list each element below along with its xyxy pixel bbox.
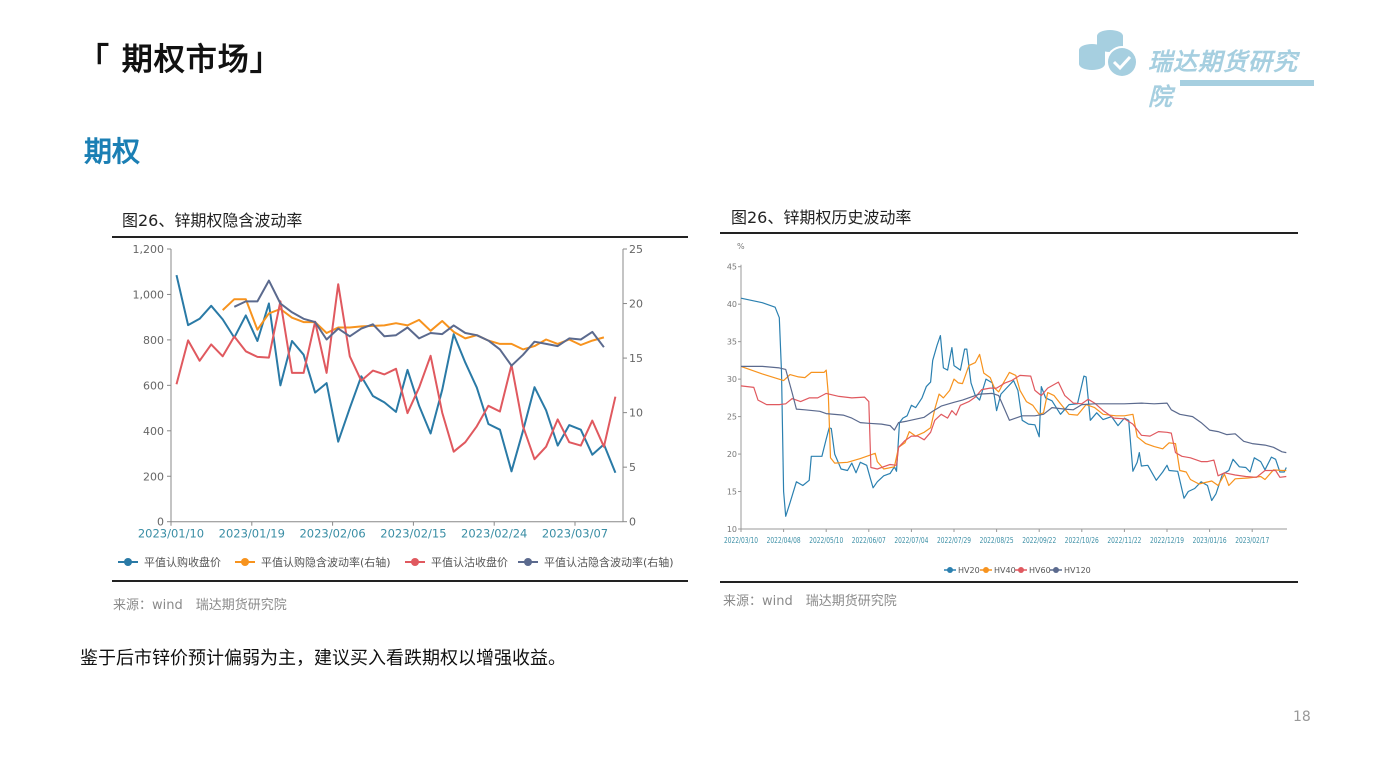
legend-dot-marker — [983, 567, 989, 573]
chart2-x-tick-label: 2022/07/29 — [937, 536, 971, 545]
chart1-left-tick-label: 0 — [157, 516, 164, 529]
chart2-y-tick-label: 10 — [727, 525, 737, 534]
chart1-legend-label: 平值认购隐含波动率(右轴) — [261, 555, 391, 569]
chart1-bottom-rule — [112, 580, 688, 582]
legend-dot-marker — [124, 558, 132, 566]
company-logo: 瑞达期货研究院 — [1076, 26, 1316, 111]
chart1-left-tick-label: 600 — [143, 379, 164, 392]
chart2-legend-label: HV20 — [958, 566, 980, 575]
chart1-legend-label: 平值认沽收盘价 — [431, 555, 508, 569]
chart1-x-tick-label: 2023/02/06 — [299, 527, 365, 541]
chart2-x-tick-label: 2023/01/16 — [1193, 536, 1227, 545]
legend-dot-marker — [241, 558, 249, 566]
logo-text: 瑞达期货研究院 — [1148, 48, 1298, 111]
chart1-title: 图26、锌期权隐含波动率 — [122, 211, 303, 230]
conclusion-text: 鉴于后市锌价预计偏弱为主，建议买入看跌期权以增强收益。 — [80, 648, 566, 669]
chart1-x-tick-label: 2023/01/10 — [138, 527, 204, 541]
chart1-left-tick-label: 200 — [143, 470, 164, 483]
chart2-source: 来源：wind 瑞达期货研究院 — [723, 594, 897, 609]
chart1-source: 来源：wind 瑞达期货研究院 — [113, 598, 287, 613]
slide-title: 「 期权市场」 — [78, 42, 282, 78]
chart2-y-unit: % — [737, 242, 745, 251]
chart2-series-line-hv40 — [740, 353, 1287, 487]
chart1-series-line-1 — [175, 274, 617, 474]
chart1-series-line-4 — [233, 279, 605, 367]
chart1-legend-label: 平值认购收盘价 — [144, 555, 221, 569]
chart1-right-tick-label: 15 — [629, 352, 643, 365]
chart1-right-tick-label: 0 — [629, 516, 636, 529]
chart1-left-tick-label: 1,000 — [133, 288, 165, 301]
chart1-right-tick-label: 10 — [629, 407, 643, 420]
chart2-bottom-rule — [720, 581, 1298, 583]
chart1-x-tick-label: 2023/03/07 — [542, 527, 608, 541]
chart2-y-tick-label: 35 — [727, 338, 737, 347]
legend-dot-marker — [411, 558, 419, 566]
chart1-right-tick-label: 25 — [629, 243, 643, 256]
section-title: 期权 — [84, 135, 141, 168]
chart1-left-tick-label: 400 — [143, 425, 164, 438]
chart2-x-tick-label: 2022/11/22 — [1107, 536, 1141, 545]
chart2-x-tick-label: 2022/10/26 — [1065, 536, 1099, 545]
chart1-top-rule — [112, 236, 688, 238]
chart1-right-tick-label: 20 — [629, 298, 643, 311]
legend-dot-marker — [947, 567, 953, 573]
chart2-y-tick-label: 25 — [727, 413, 737, 422]
chart1-x-tick-label: 2023/02/15 — [380, 527, 446, 541]
chart2-x-tick-label: 2022/12/19 — [1150, 536, 1184, 545]
chart2-y-tick-label: 20 — [727, 450, 737, 459]
chart1-x-tick-label: 2023/02/24 — [461, 527, 527, 541]
chart2-legend-label: HV40 — [994, 566, 1016, 575]
chart2-x-tick-label: 2022/07/04 — [894, 536, 928, 545]
chart2-x-tick-label: 2022/09/22 — [1022, 536, 1056, 545]
chart2-x-tick-label: 2022/04/08 — [767, 536, 801, 545]
chart1-right-tick-label: 5 — [629, 461, 636, 474]
chart2-series-line-hv120 — [741, 365, 1287, 454]
chart1-left-tick-label: 1,200 — [133, 243, 165, 256]
chart2-x-tick-label: 2022/03/10 — [724, 536, 758, 545]
legend-dot-marker — [524, 558, 532, 566]
chart2-x-tick-label: 2022/06/07 — [852, 536, 886, 545]
chart1-legend-label: 平值认沽隐含波动率(右轴) — [544, 555, 674, 569]
chart2-title: 图26、锌期权历史波动率 — [731, 208, 912, 227]
chart2-legend-label: HV60 — [1029, 566, 1051, 575]
chart2-series-line-hv60 — [740, 374, 1287, 478]
chart2-legend-label: HV120 — [1064, 566, 1091, 575]
chart2-x-tick-label: 2022/08/25 — [980, 536, 1014, 545]
logo-underline — [1180, 80, 1314, 86]
legend-dot-marker — [1018, 567, 1024, 573]
chart1-x-tick-label: 2023/01/19 — [219, 527, 285, 541]
chart2-y-tick-label: 15 — [727, 488, 737, 497]
legend-dot-marker — [1053, 567, 1059, 573]
chart1-left-tick-label: 800 — [143, 334, 164, 347]
chart2-y-tick-label: 45 — [727, 263, 737, 272]
chart2-series-line-hv20 — [740, 297, 1287, 517]
chart2-top-rule — [720, 232, 1298, 234]
coins-icon — [1079, 30, 1138, 78]
chart1-series-line-3 — [175, 283, 617, 461]
chart2-y-tick-label: 40 — [727, 300, 737, 309]
chart2-y-tick-label: 30 — [727, 375, 737, 384]
page-number: 18 — [1293, 709, 1311, 725]
chart2-x-tick-label: 2022/05/10 — [809, 536, 843, 545]
chart2-x-tick-label: 2023/02/17 — [1235, 536, 1269, 545]
